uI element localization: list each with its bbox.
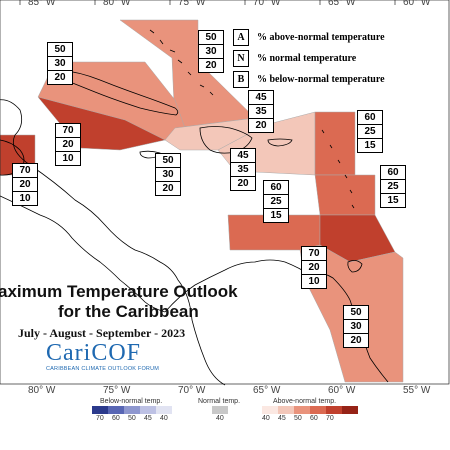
- lon-label-bottom-6: 55° W: [403, 385, 431, 396]
- legend-row-normal: N % normal temperature: [233, 48, 423, 68]
- colorbar-tick-below-5: 40: [160, 415, 168, 422]
- colorbar-below-swatch-5: [156, 406, 172, 414]
- colorbar-below-swatch-3: [124, 406, 140, 414]
- colorbar-below-swatch-1: [92, 406, 108, 414]
- prob-box-leeward: 60 25 15: [357, 110, 383, 153]
- prob-box-cuba: 50 30 20: [47, 42, 73, 85]
- map-period: July - August - September - 2023: [18, 326, 186, 340]
- colorbar-tick-normal: 40: [216, 415, 224, 422]
- colorbar-below-swatch-4: [140, 406, 156, 414]
- region-windward: [314, 174, 376, 216]
- region-leeward: [314, 111, 356, 176]
- lon-label-top-3: 75° W: [178, 0, 206, 8]
- lon-label-top-6: 60° W: [403, 0, 431, 8]
- lon-label-top-5: 65° W: [328, 0, 356, 8]
- map-title-line2: for the Caribbean: [58, 302, 199, 321]
- colorbar-tick-above-3: 50: [294, 415, 302, 422]
- colorbar-normal-swatch: [212, 406, 228, 414]
- lon-label-top-4: 70° W: [253, 0, 281, 8]
- prob-box-windward: 60 25 15: [380, 165, 406, 208]
- colorbar-above-label: Above-normal temp.: [273, 398, 337, 405]
- colorbar-above-swatch-5: [326, 406, 342, 414]
- prob-box-central-america: 70 20 10: [12, 163, 38, 206]
- colorbar-tick-below-1: 70: [96, 415, 104, 422]
- colorbar-tick-above-2: 45: [278, 415, 286, 422]
- colorbar-above-swatch-3: [294, 406, 310, 414]
- lon-label-bottom-4: 65° W: [253, 385, 281, 396]
- prob-box-abc-islands: 60 25 15: [263, 180, 289, 223]
- lon-label-bottom-2: 75° W: [103, 385, 131, 396]
- map-title-line1: aximum Temperature Outlook: [0, 282, 238, 301]
- colorbar-normal-label: Normal temp.: [198, 398, 241, 405]
- colorbar-tick-below-4: 45: [144, 415, 152, 422]
- logo-name: CariCOF: [46, 340, 142, 366]
- logo-tagline: CARIBBEAN CLIMATE OUTLOOK FORUM: [46, 366, 160, 372]
- lon-label-top-1: 85° W: [28, 0, 56, 8]
- lon-label-bottom-1: 80° W: [28, 385, 56, 396]
- prob-box-bahamas: 50 30 20: [198, 30, 224, 73]
- colorbar-below-label: Below-normal temp.: [100, 398, 163, 405]
- legend-text-normal: % normal temperature: [257, 52, 357, 64]
- colorbar-tick-below-2: 60: [112, 415, 120, 422]
- colorbar-above-swatch-4: [310, 406, 326, 414]
- colorbar-tick-above-1: 40: [262, 415, 270, 422]
- legend-row-above: A % above-normal temperature: [233, 27, 423, 47]
- legend-key-n: N: [233, 49, 249, 67]
- coastlines: [0, 29, 389, 386]
- prob-box-trinidad: 70 20 10: [301, 246, 327, 289]
- colorbar-tick-above-5: 70: [326, 415, 334, 422]
- prob-box-guianas: 50 30 20: [343, 305, 369, 348]
- legend-key-a: A: [233, 28, 249, 46]
- colorbar-tick-below-3: 50: [128, 415, 136, 422]
- prob-box-hispaniola-north: 45 35 20: [230, 148, 256, 191]
- lon-label-top-2: 80° W: [103, 0, 131, 8]
- lon-label-bottom-3: 70° W: [178, 385, 206, 396]
- legend-row-below: B % below-normal temperature: [233, 69, 423, 89]
- colorbar-above-swatch-2: [278, 406, 294, 414]
- prob-box-hispaniola-south: 50 30 20: [155, 153, 181, 196]
- prob-box-turks-caicos: 45 35 20: [248, 90, 274, 133]
- caricof-logo: CariCOF CARIBBEAN CLIMATE OUTLOOK FORUM: [46, 340, 176, 372]
- graticule-ticks: [19, 0, 396, 5]
- prob-box-jamaica-cayman: 70 20 10: [55, 123, 81, 166]
- colorbar-above-swatch-6: [342, 406, 358, 414]
- colorbar-below-swatch-2: [108, 406, 124, 414]
- colorbar-above-swatch-1: [262, 406, 278, 414]
- legend: A % above-normal temperature N % normal te…: [233, 27, 423, 90]
- legend-key-b: B: [233, 70, 249, 88]
- lon-label-bottom-5: 60° W: [328, 385, 356, 396]
- colorbar-tick-above-4: 60: [310, 415, 318, 422]
- legend-text-above: % above-normal temperature: [257, 31, 385, 43]
- legend-text-below: % below-normal temperature: [257, 73, 385, 85]
